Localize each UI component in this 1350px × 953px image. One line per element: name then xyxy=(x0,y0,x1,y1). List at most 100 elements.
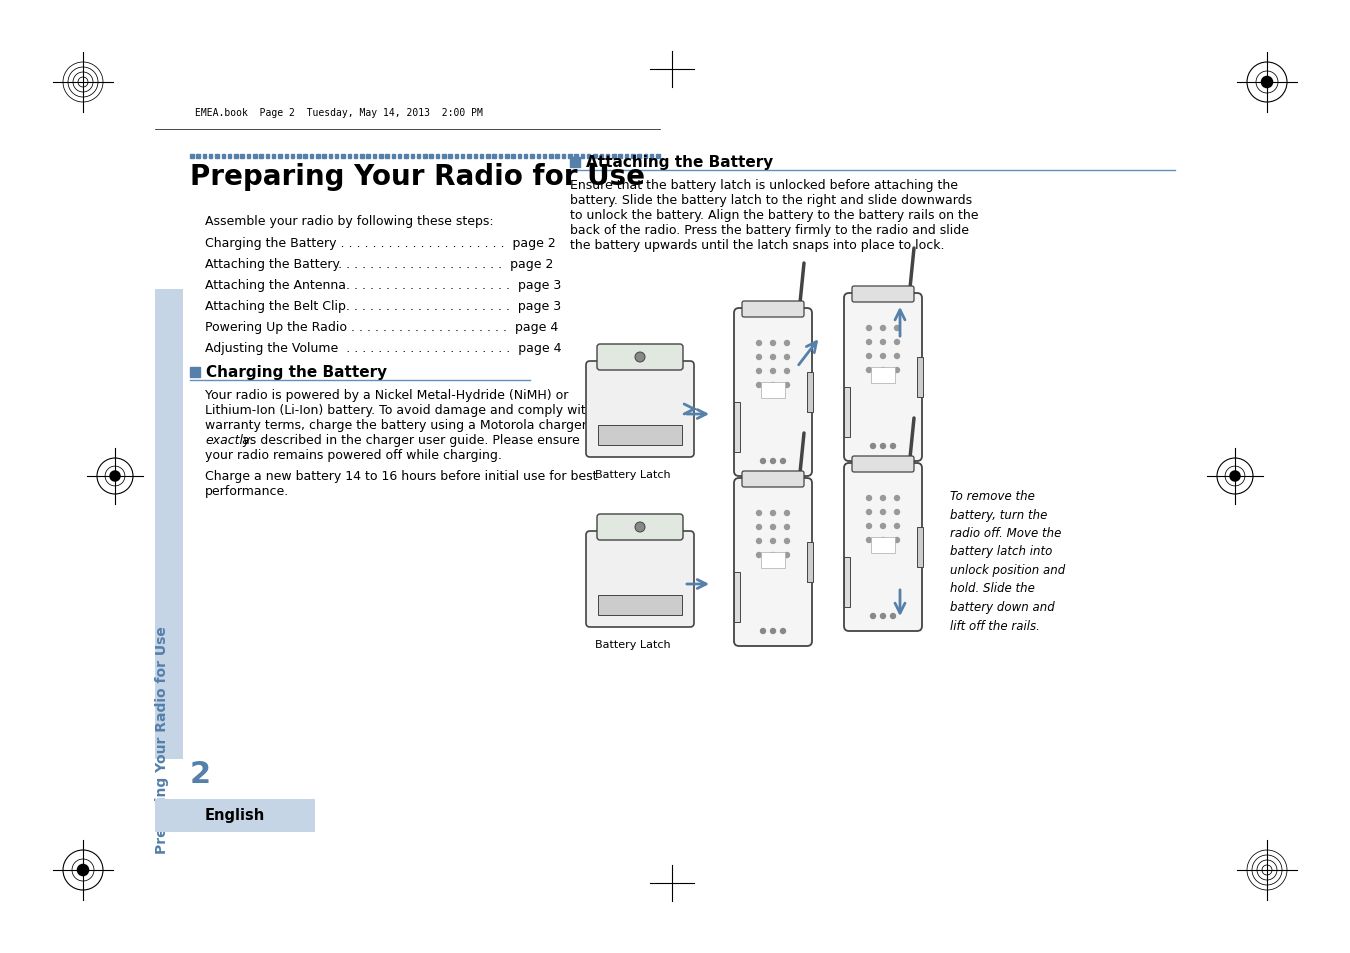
Circle shape xyxy=(867,510,872,515)
Bar xyxy=(392,154,396,158)
Bar xyxy=(278,154,282,158)
Bar xyxy=(807,373,813,413)
Bar xyxy=(379,154,382,158)
Bar xyxy=(328,154,332,158)
Bar xyxy=(807,542,813,582)
Bar xyxy=(656,154,660,158)
Circle shape xyxy=(771,383,775,388)
Bar xyxy=(625,154,628,158)
FancyBboxPatch shape xyxy=(586,361,694,457)
Text: Assemble your radio by following these steps:: Assemble your radio by following these s… xyxy=(205,214,494,228)
FancyBboxPatch shape xyxy=(597,345,683,371)
FancyBboxPatch shape xyxy=(844,294,922,461)
FancyBboxPatch shape xyxy=(743,472,805,488)
Bar xyxy=(259,154,263,158)
Bar xyxy=(297,154,301,158)
Bar xyxy=(593,154,597,158)
Bar xyxy=(493,154,495,158)
Text: Adjusting the Volume  . . . . . . . . . . . . . . . . . . . . .  page 4: Adjusting the Volume . . . . . . . . . .… xyxy=(205,341,562,355)
Bar xyxy=(342,154,344,158)
Text: the battery upwards until the latch snaps into place to lock.: the battery upwards until the latch snap… xyxy=(570,239,945,252)
Bar xyxy=(871,537,895,554)
Bar xyxy=(271,154,275,158)
Bar xyxy=(373,154,377,158)
Circle shape xyxy=(880,444,886,449)
Circle shape xyxy=(895,537,899,543)
Text: To remove the
battery, turn the
radio off. Move the
battery latch into
unlock po: To remove the battery, turn the radio of… xyxy=(950,490,1065,632)
FancyBboxPatch shape xyxy=(586,532,694,627)
Circle shape xyxy=(867,496,872,501)
Circle shape xyxy=(891,614,895,618)
Bar xyxy=(598,596,682,616)
Bar xyxy=(580,154,585,158)
Text: Battery Latch: Battery Latch xyxy=(595,639,671,649)
Bar xyxy=(467,154,471,158)
Bar xyxy=(543,154,547,158)
Text: Charging the Battery . . . . . . . . . . . . . . . . . . . . .  page 2: Charging the Battery . . . . . . . . . .… xyxy=(205,236,556,250)
Text: warranty terms, charge the battery using a Motorola charger: warranty terms, charge the battery using… xyxy=(205,418,587,432)
Circle shape xyxy=(771,553,775,558)
Circle shape xyxy=(867,355,872,359)
Text: Preparing Your Radio for Use: Preparing Your Radio for Use xyxy=(155,625,169,853)
FancyBboxPatch shape xyxy=(734,309,811,476)
Bar xyxy=(247,154,250,158)
Circle shape xyxy=(756,539,761,544)
Text: English: English xyxy=(205,807,265,822)
Circle shape xyxy=(880,614,886,618)
Circle shape xyxy=(109,472,120,481)
Circle shape xyxy=(880,368,886,374)
Circle shape xyxy=(895,496,899,501)
Circle shape xyxy=(784,383,790,388)
Circle shape xyxy=(895,368,899,374)
Bar xyxy=(649,154,653,158)
Bar xyxy=(441,154,446,158)
Text: 2: 2 xyxy=(190,760,211,788)
Circle shape xyxy=(895,524,899,529)
Bar xyxy=(196,154,200,158)
Bar xyxy=(209,154,212,158)
Bar xyxy=(309,154,313,158)
Circle shape xyxy=(771,459,775,464)
Circle shape xyxy=(771,369,775,375)
Text: back of the radio. Press the battery firmly to the radio and slide: back of the radio. Press the battery fir… xyxy=(570,224,969,236)
Circle shape xyxy=(780,629,786,634)
Bar xyxy=(630,154,634,158)
Bar xyxy=(917,357,923,397)
Bar xyxy=(871,368,895,384)
Circle shape xyxy=(760,459,765,464)
Circle shape xyxy=(784,511,790,516)
Circle shape xyxy=(880,537,886,543)
Text: battery. Slide the battery latch to the right and slide downwards: battery. Slide the battery latch to the … xyxy=(570,193,972,207)
Circle shape xyxy=(756,511,761,516)
Circle shape xyxy=(756,525,761,530)
Text: Battery Latch: Battery Latch xyxy=(595,470,671,479)
Bar xyxy=(423,154,427,158)
FancyBboxPatch shape xyxy=(597,515,683,540)
Bar xyxy=(555,154,559,158)
Bar xyxy=(385,154,389,158)
Text: Charging the Battery: Charging the Battery xyxy=(207,365,387,379)
Circle shape xyxy=(895,355,899,359)
Text: Attaching the Belt Clip. . . . . . . . . . . . . . . . . . . . .  page 3: Attaching the Belt Clip. . . . . . . . .… xyxy=(205,299,562,313)
Bar xyxy=(644,154,647,158)
Circle shape xyxy=(780,459,786,464)
Circle shape xyxy=(891,444,895,449)
Bar xyxy=(599,154,603,158)
Circle shape xyxy=(771,355,775,360)
Circle shape xyxy=(871,614,876,618)
Circle shape xyxy=(756,355,761,360)
Bar xyxy=(479,154,483,158)
Text: EMEA.book  Page 2  Tuesday, May 14, 2013  2:00 PM: EMEA.book Page 2 Tuesday, May 14, 2013 2… xyxy=(194,108,483,118)
Bar xyxy=(360,154,363,158)
Circle shape xyxy=(1261,77,1273,89)
Bar xyxy=(574,154,578,158)
Bar xyxy=(570,158,580,168)
Bar xyxy=(568,154,571,158)
Circle shape xyxy=(880,510,886,515)
Bar xyxy=(562,154,566,158)
Circle shape xyxy=(784,355,790,360)
Bar xyxy=(844,558,850,607)
Text: as described in the charger user guide. Please ensure: as described in the charger user guide. … xyxy=(238,434,579,447)
Circle shape xyxy=(867,326,872,331)
Bar xyxy=(366,154,370,158)
